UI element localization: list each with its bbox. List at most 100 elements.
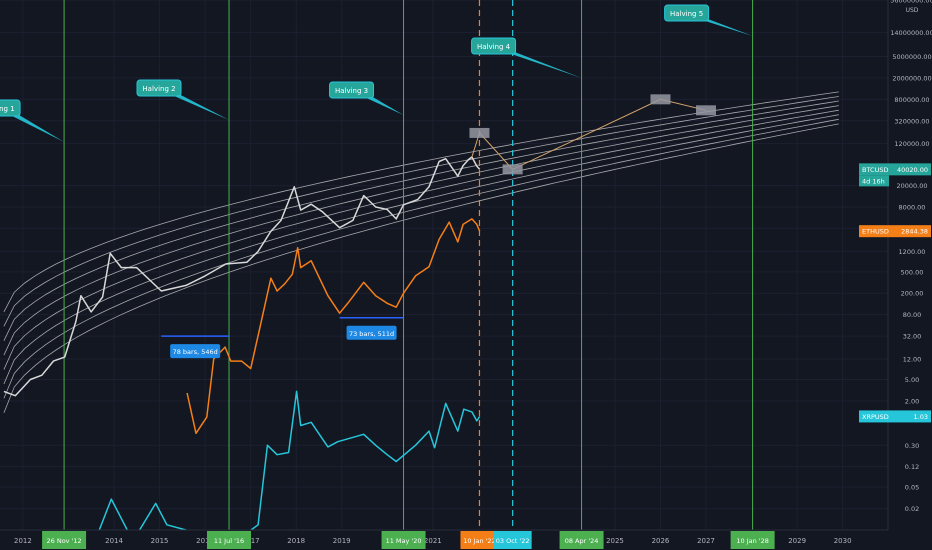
countdown-label: 4d 16h <box>862 177 885 185</box>
x-tick-label: 2016 <box>196 537 214 545</box>
x-tick-label: 2014 <box>105 537 123 545</box>
band-line <box>3 123 839 414</box>
price-axis-panel[interactable] <box>888 0 932 530</box>
callout-box <box>329 81 375 99</box>
callout-pointer <box>692 17 753 36</box>
y-tick-label: 1200.00 <box>899 248 926 256</box>
axis-price-labels: BTCUSD 40020.00 4d 16h ETHUSD 2844.38 XRPUSD 1… <box>859 163 931 423</box>
y-tick-label: 80.00 <box>903 311 922 319</box>
y-tick-label: 0.30 <box>905 442 919 450</box>
x-tick-label: 2019 <box>333 537 351 545</box>
halving-lines <box>63 0 754 530</box>
callout-pointer <box>165 92 230 120</box>
halving-date-label: 26 Nov '12 <box>47 537 82 545</box>
series-last-value: 2844.38 <box>901 228 928 236</box>
range-label: 73 bars, 511d <box>349 330 394 338</box>
y-tick-label: 32.00 <box>903 333 922 341</box>
series-last-value: 40020.00 <box>897 166 928 174</box>
band-line <box>3 100 839 341</box>
projection-box <box>502 164 523 175</box>
x-tick-label: 2030 <box>834 537 852 545</box>
callout-label: Halving 1 <box>0 105 15 113</box>
range-label-box <box>346 325 397 340</box>
halving-date-badge <box>730 531 775 549</box>
y-tick-label: 2.00 <box>905 397 919 405</box>
marker-date-label: 10 Jan '22 <box>463 537 495 545</box>
callout-label: Halving 2 <box>142 85 175 93</box>
series-btcusd <box>3 156 481 397</box>
projection-path <box>469 94 716 175</box>
y-tick-label: 800000.00 <box>894 96 929 104</box>
band-line <box>3 118 839 399</box>
x-tick-label: 2018 <box>287 537 305 545</box>
price-label-badge <box>859 225 931 238</box>
callout-box <box>664 4 710 22</box>
y-tick-label: 56000000.00 <box>890 0 932 5</box>
band-line <box>3 96 839 327</box>
series-last-value: 1.03 <box>914 413 928 421</box>
halving-date-label: 10 Jan '28 <box>736 537 768 545</box>
callout-box <box>0 99 21 117</box>
callout-label: Halving 3 <box>335 87 368 95</box>
range-measurements: 78 bars, 546d 73 bars, 511d <box>161 317 404 359</box>
price-label-badge <box>859 163 931 176</box>
band-line <box>3 105 839 356</box>
band-line <box>3 114 839 385</box>
halving-date-badge <box>207 531 252 549</box>
y-tick-label: 12.00 <box>903 356 922 364</box>
y-tick-label: 0.05 <box>905 484 919 492</box>
halving-date-label: 11 May '20 <box>386 537 422 545</box>
x-tick-label: 2012 <box>14 537 32 545</box>
y-tick-label: 320000.00 <box>894 117 929 125</box>
y-tick-label: 0.02 <box>905 505 919 513</box>
callout-pointer <box>357 94 404 115</box>
halving-date-label: 11 Jul '16 <box>214 537 244 545</box>
price-label-badge <box>859 410 931 423</box>
y-tick-label: 20000.00 <box>896 182 927 190</box>
range-label: 78 bars, 546d <box>173 348 218 356</box>
series-name-label: ETHUSD <box>862 228 889 236</box>
halving-date-badge <box>42 531 87 549</box>
callout-box <box>136 79 182 97</box>
callout-box <box>471 37 517 55</box>
projection-box <box>695 105 716 116</box>
countdown-badge <box>859 175 889 187</box>
callout-pointer <box>4 112 65 142</box>
y-tick-label: 500.00 <box>901 268 924 276</box>
series-name-label: XRPUSD <box>862 413 889 421</box>
projection-box <box>650 94 671 105</box>
y-tick-label: 5.00 <box>905 376 919 384</box>
callout-label: Halving 5 <box>670 10 703 18</box>
y-tick-label: 200.00 <box>901 290 924 298</box>
x-tick-label: 2021 <box>424 537 442 545</box>
y-tick-label: 14000000.00 <box>890 29 932 37</box>
x-tick-label: 2026 <box>652 537 670 545</box>
time-axis: 2012201420152016201720182019202120252026… <box>14 531 852 549</box>
callout-pointer <box>499 50 582 78</box>
halving-date-badge <box>559 531 604 549</box>
x-tick-label: 2015 <box>151 537 169 545</box>
y-tick-label: 8000.00 <box>899 203 926 211</box>
x-tick-label: 2029 <box>788 537 806 545</box>
halving-date-label: 08 Apr '24 <box>565 537 599 545</box>
projection-box <box>469 127 490 138</box>
y-tick-label: 0.12 <box>905 463 919 471</box>
price-series <box>3 156 481 542</box>
price-axis: 56000000.00 14000000.00 5000000.00 2000000.… <box>890 0 932 513</box>
price-axis-unit: USD <box>906 7 919 14</box>
range-label-box <box>170 344 221 359</box>
y-tick-label: 5000000.00 <box>892 53 931 61</box>
y-tick-label: 120000.00 <box>894 140 929 148</box>
series-ethusd <box>186 218 481 435</box>
marker-date-badge <box>460 531 499 549</box>
y-tick-label: 2000000.00 <box>892 74 931 82</box>
halving-callouts: Halving 1 Halving 2 Halving 3 Halving 4 Halv… <box>0 4 753 142</box>
callout-label: Halving 4 <box>477 43 511 51</box>
halving-date-badge <box>381 531 426 549</box>
series-name-label: BTCUSD <box>862 166 888 174</box>
x-tick-label: 2027 <box>697 537 715 545</box>
x-tick-label: 2025 <box>606 537 624 545</box>
marker-date-label: 03 Oct '22 <box>496 537 530 545</box>
marker-date-badge <box>493 531 532 549</box>
